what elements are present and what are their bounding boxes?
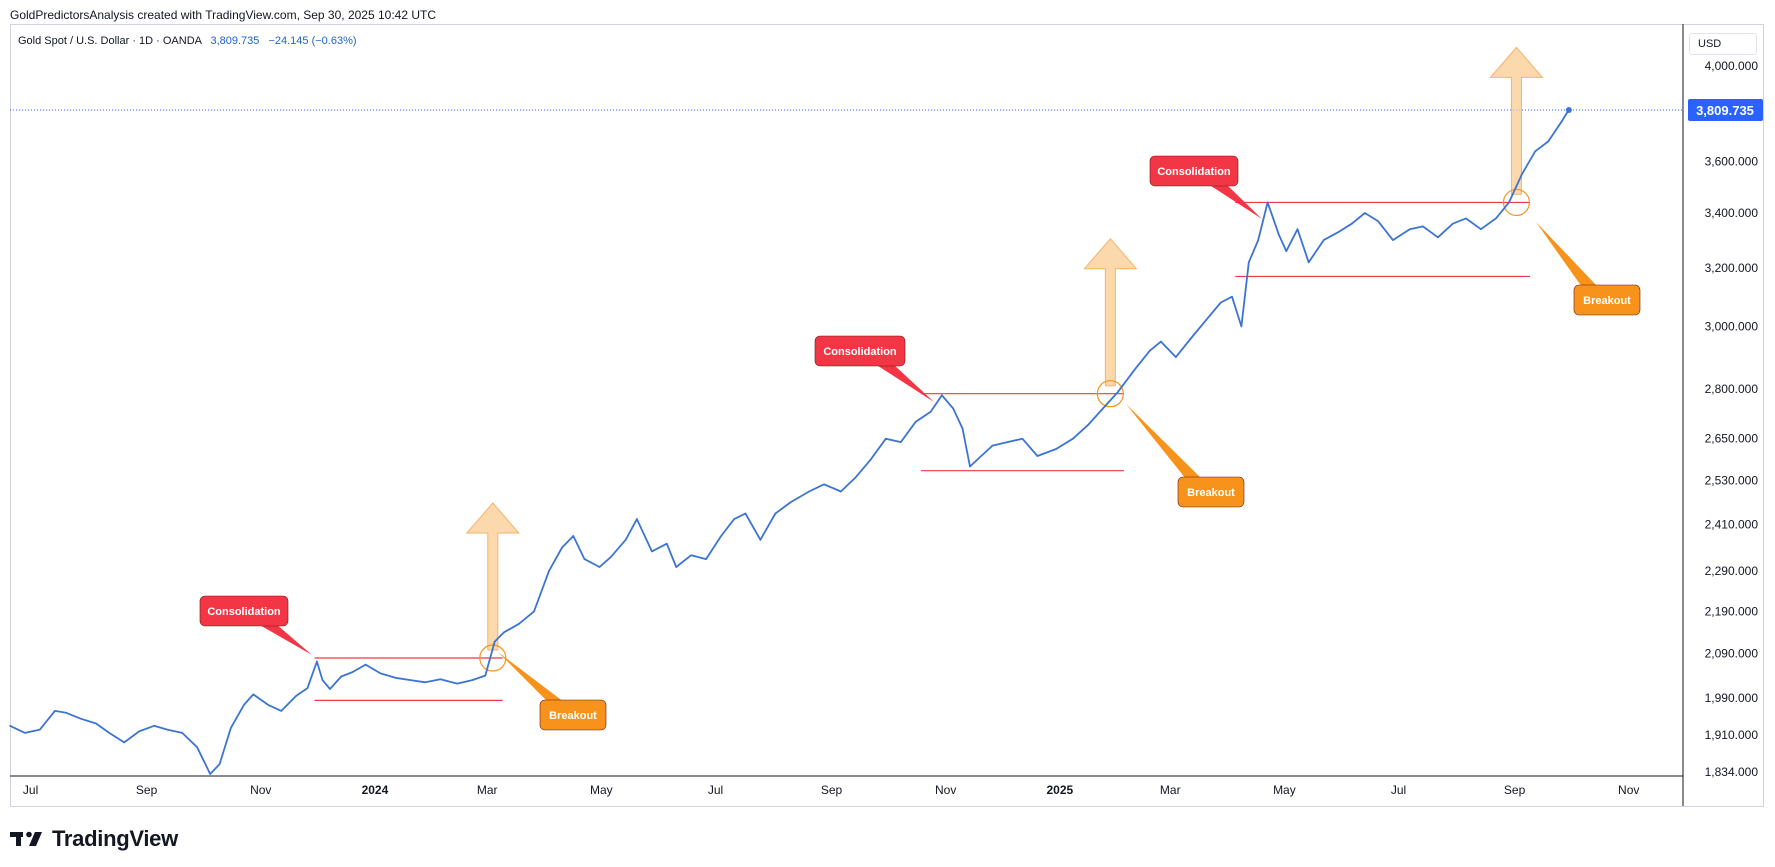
tradingview-icon [10,831,42,846]
chart-frame [10,24,1764,807]
price-change: −24.145 (−0.63%) [268,35,357,47]
symbol-name: Gold Spot / U.S. Dollar · 1D · OANDA [18,35,202,47]
brand-name: TradingView [52,826,178,851]
last-price-value: 3,809.735 [210,35,260,47]
currency-selector[interactable]: USD [1689,33,1757,55]
tradingview-logo[interactable]: TradingView [10,826,178,852]
chart-caption: GoldPredictorsAnalysis created with Trad… [10,8,436,22]
symbol-legend: Gold Spot / U.S. Dollar · 1D · OANDA 3,8… [18,35,357,47]
